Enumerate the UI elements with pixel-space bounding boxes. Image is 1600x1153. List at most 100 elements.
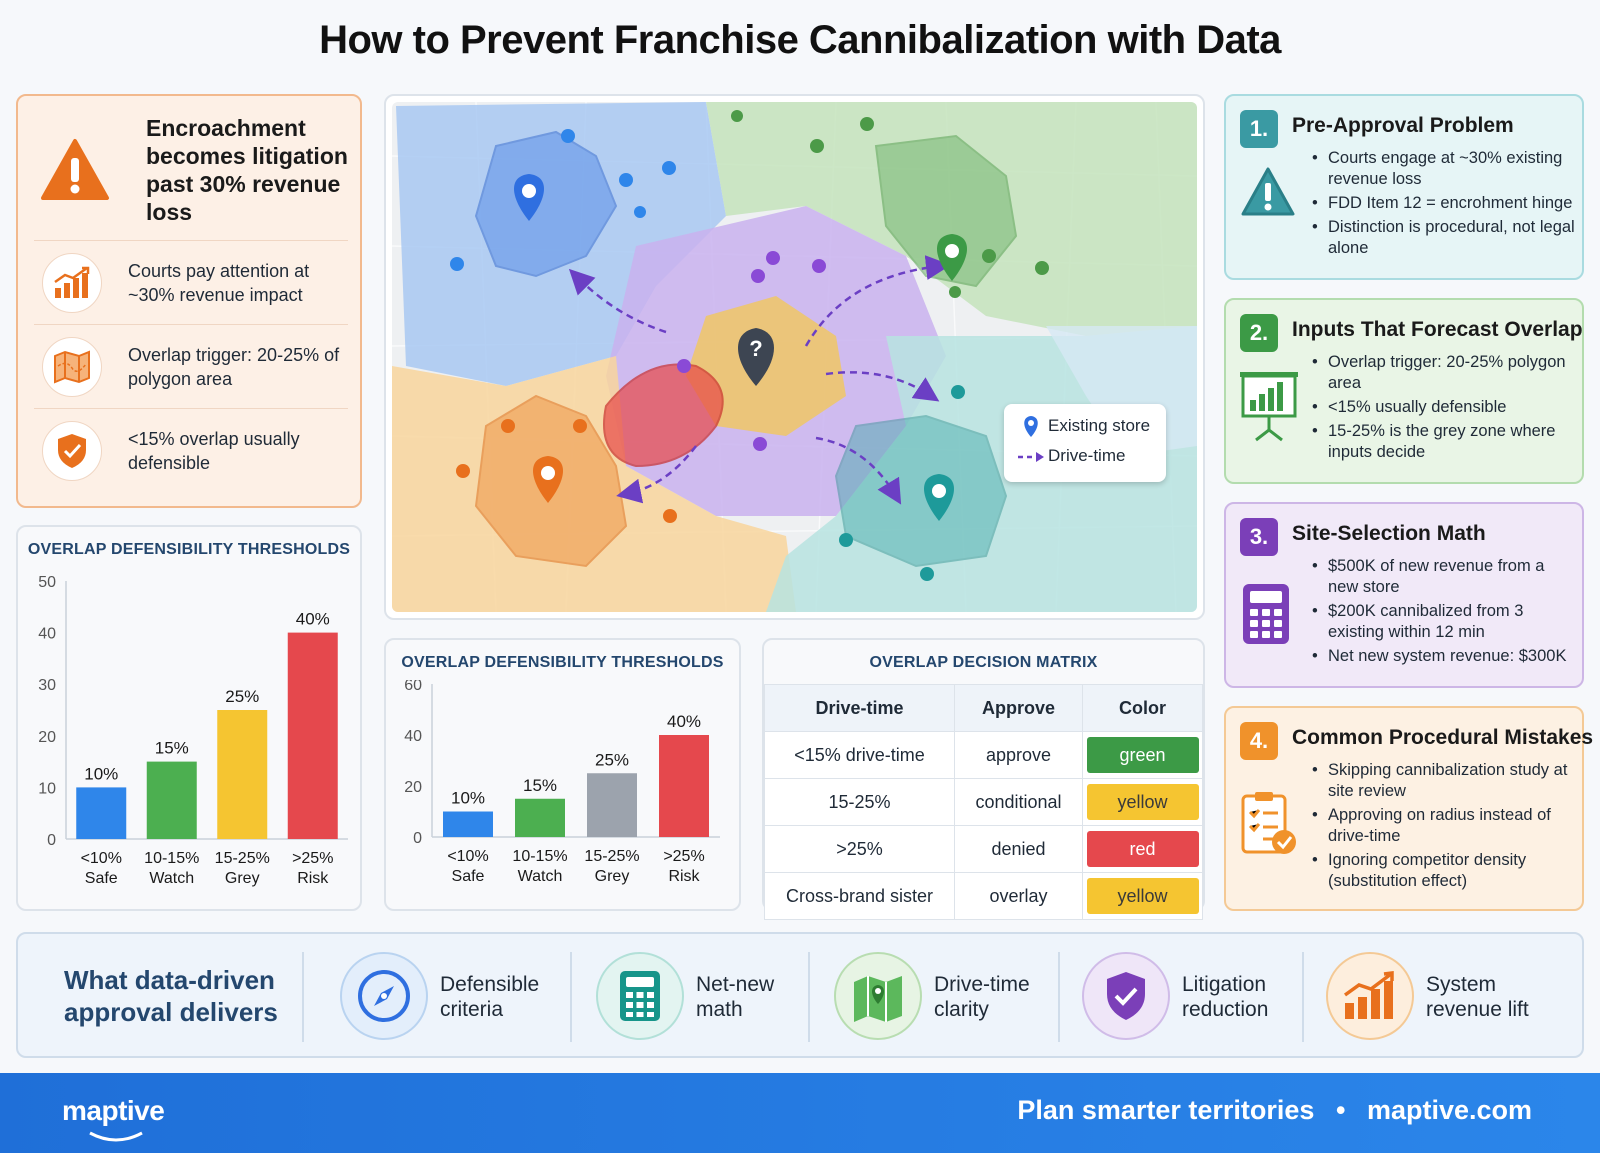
tagline-separator: •: [1335, 1095, 1346, 1125]
alert-row-text: <15% overlap usually defensible: [128, 429, 300, 473]
existing-store-pin[interactable]: [924, 474, 954, 521]
alert-row: <15% overlap usually defensible: [34, 408, 348, 492]
matrix-color-cell: green: [1082, 731, 1203, 779]
footer: maptive Plan smarter territories • mapti…: [0, 1073, 1600, 1153]
alert-row-text: Overlap trigger: 20-25% of polygon area: [128, 345, 340, 389]
threshold-bar-chart: 0 10 20 30 40 50 10% <10% Safe 15% 10-15% Watch 25% 1…: [38, 574, 348, 887]
data-label: 10%: [451, 789, 485, 808]
card-title: Site-Selection Math: [1292, 522, 1486, 545]
x-tick-label: Watch: [518, 868, 563, 885]
status-badge: yellow: [1086, 878, 1199, 914]
matrix-row: >25% denied red: [764, 825, 1203, 873]
card-title: Inputs That Forecast Overlap: [1292, 318, 1583, 341]
map-pin-icon: [834, 952, 922, 1040]
card-bullet: <15% usually defensible: [1312, 397, 1578, 418]
card-bullet: Ignoring competitor density (substitutio…: [1312, 850, 1578, 892]
divider: [570, 952, 572, 1042]
small-store-pins: [731, 110, 1049, 298]
tagline-text: Plan smarter territories: [1017, 1095, 1315, 1125]
proposed-site-glyph: ?: [749, 336, 762, 361]
card-bullet: 15-25% is the grey zone where inputs dec…: [1312, 421, 1578, 463]
bar: [287, 632, 338, 839]
y-tick-label: 40: [38, 626, 56, 643]
calculator-icon: [596, 952, 684, 1040]
y-tick-label: 0: [413, 830, 422, 847]
existing-store-pin[interactable]: [533, 456, 563, 503]
bar: [659, 735, 709, 837]
x-tick-label: 15-25%: [215, 850, 270, 867]
matrix-row: Cross-brand sister overlay yellow: [764, 872, 1203, 920]
x-tick-label: Safe: [452, 868, 485, 885]
bar: [146, 761, 197, 839]
decision-matrix-card: OVERLAP DECISION MATRIX Drive-time Appro…: [762, 638, 1205, 920]
alert-row-text: Courts pay attention at ~30% revenue imp…: [128, 261, 310, 305]
brand-logo[interactable]: maptive: [62, 1095, 165, 1142]
bar: [515, 798, 565, 837]
chart-title: OVERLAP DEFENSIBILITY THRESHOLDS: [27, 541, 351, 558]
x-tick-label: Grey: [595, 868, 630, 885]
warning-triangle-icon: [1241, 167, 1295, 216]
alert-card: Encroachment becomes litigation past 30%…: [16, 94, 362, 508]
page-title: How to Prevent Franchise Cannibalization…: [319, 18, 1281, 62]
status-badge: green: [1086, 737, 1199, 773]
card-title: Common Procedural Mistakes: [1292, 726, 1594, 749]
site-link[interactable]: maptive.com: [1366, 1095, 1532, 1125]
benefit-label: Drive-time clarity: [934, 973, 1030, 1021]
decision-matrix: Drive-time Approve Color <15% drive-time…: [764, 684, 1203, 920]
matrix-header: Drive-time: [764, 684, 955, 732]
small-store-pins: [839, 385, 965, 581]
presentation-chart-icon: [1240, 372, 1298, 442]
matrix-color-cell: yellow: [1082, 778, 1203, 826]
x-tick-label: >25%: [663, 848, 704, 865]
card-bullet: Skipping cannibalization study at site r…: [1312, 760, 1578, 802]
x-tick-label: >25%: [292, 850, 333, 867]
benefit-label: Defensible criteria: [440, 973, 540, 1021]
card-number: 4.: [1240, 722, 1278, 760]
y-tick-label: 20: [38, 729, 56, 746]
pre-approval-card: 1. Pre-Approval Problem Courts engage at…: [1224, 94, 1584, 280]
benefit-item: System revenue lift: [1326, 952, 1566, 1042]
alert-header: Encroachment becomes litigation past 30%…: [36, 114, 348, 234]
legend-existing-store: Existing store: [1048, 416, 1151, 435]
divider: [808, 952, 810, 1042]
data-label: 25%: [225, 687, 259, 706]
x-tick-label: Safe: [85, 870, 118, 887]
shield-check-icon: [1082, 952, 1170, 1040]
alert-title: Encroachment becomes litigation past 30%…: [146, 115, 348, 225]
y-tick-label: 30: [38, 677, 56, 694]
matrix-color-cell: yellow: [1082, 872, 1203, 920]
small-store-pins: [677, 251, 826, 451]
card-bullet: Approving on radius instead of drive-tim…: [1312, 805, 1578, 847]
existing-store-pin[interactable]: [937, 234, 967, 281]
x-tick-label: <10%: [81, 850, 122, 867]
benefit-item: Drive-time clarity: [834, 952, 1054, 1042]
x-tick-label: 10-15%: [512, 848, 567, 865]
benefit-item: Defensible criteria: [340, 952, 560, 1042]
x-tick-label: Watch: [149, 870, 194, 887]
calculator-icon: [1243, 584, 1289, 644]
benefit-label: Net-new math: [696, 973, 775, 1021]
y-tick-label: 60: [404, 680, 422, 694]
matrix-approve: approve: [954, 731, 1083, 779]
matrix-row: <15% drive-time approve green: [764, 731, 1203, 779]
matrix-drive-time: <15% drive-time: [764, 731, 955, 779]
growth-chart-icon: [42, 253, 102, 313]
x-tick-label: <10%: [447, 848, 488, 865]
alert-row: Overlap trigger: 20-25% of polygon area: [34, 324, 348, 408]
threshold-chart-card: OVERLAP DEFENSIBILITY THRESHOLDS 0 10 20 30…: [16, 525, 362, 911]
threshold-chart-card: OVERLAP DEFENSIBILITY THRESHOLDS 0 20 40 60…: [384, 638, 741, 911]
card-number: 3.: [1240, 518, 1278, 556]
warning-triangle-icon: [41, 139, 109, 200]
card-bullet: Courts engage at ~30% existing revenue l…: [1312, 148, 1578, 190]
status-badge: red: [1086, 831, 1199, 867]
bar: [217, 710, 268, 839]
existing-store-pin[interactable]: [509, 134, 549, 221]
status-badge: yellow: [1086, 784, 1199, 820]
site-selection-card: 3. Site-Selection Math $500K of new reve…: [1224, 502, 1584, 688]
small-store-pins: [450, 129, 676, 271]
proposed-site-pin[interactable]: ?: [738, 328, 774, 386]
benefit-label: Litigation reduction: [1182, 973, 1269, 1021]
footer-tagline: Plan smarter territories • maptive.com: [1017, 1095, 1532, 1126]
divider: [1058, 952, 1060, 1042]
card-bullets: Skipping cannibalization study at site r…: [1312, 760, 1578, 895]
